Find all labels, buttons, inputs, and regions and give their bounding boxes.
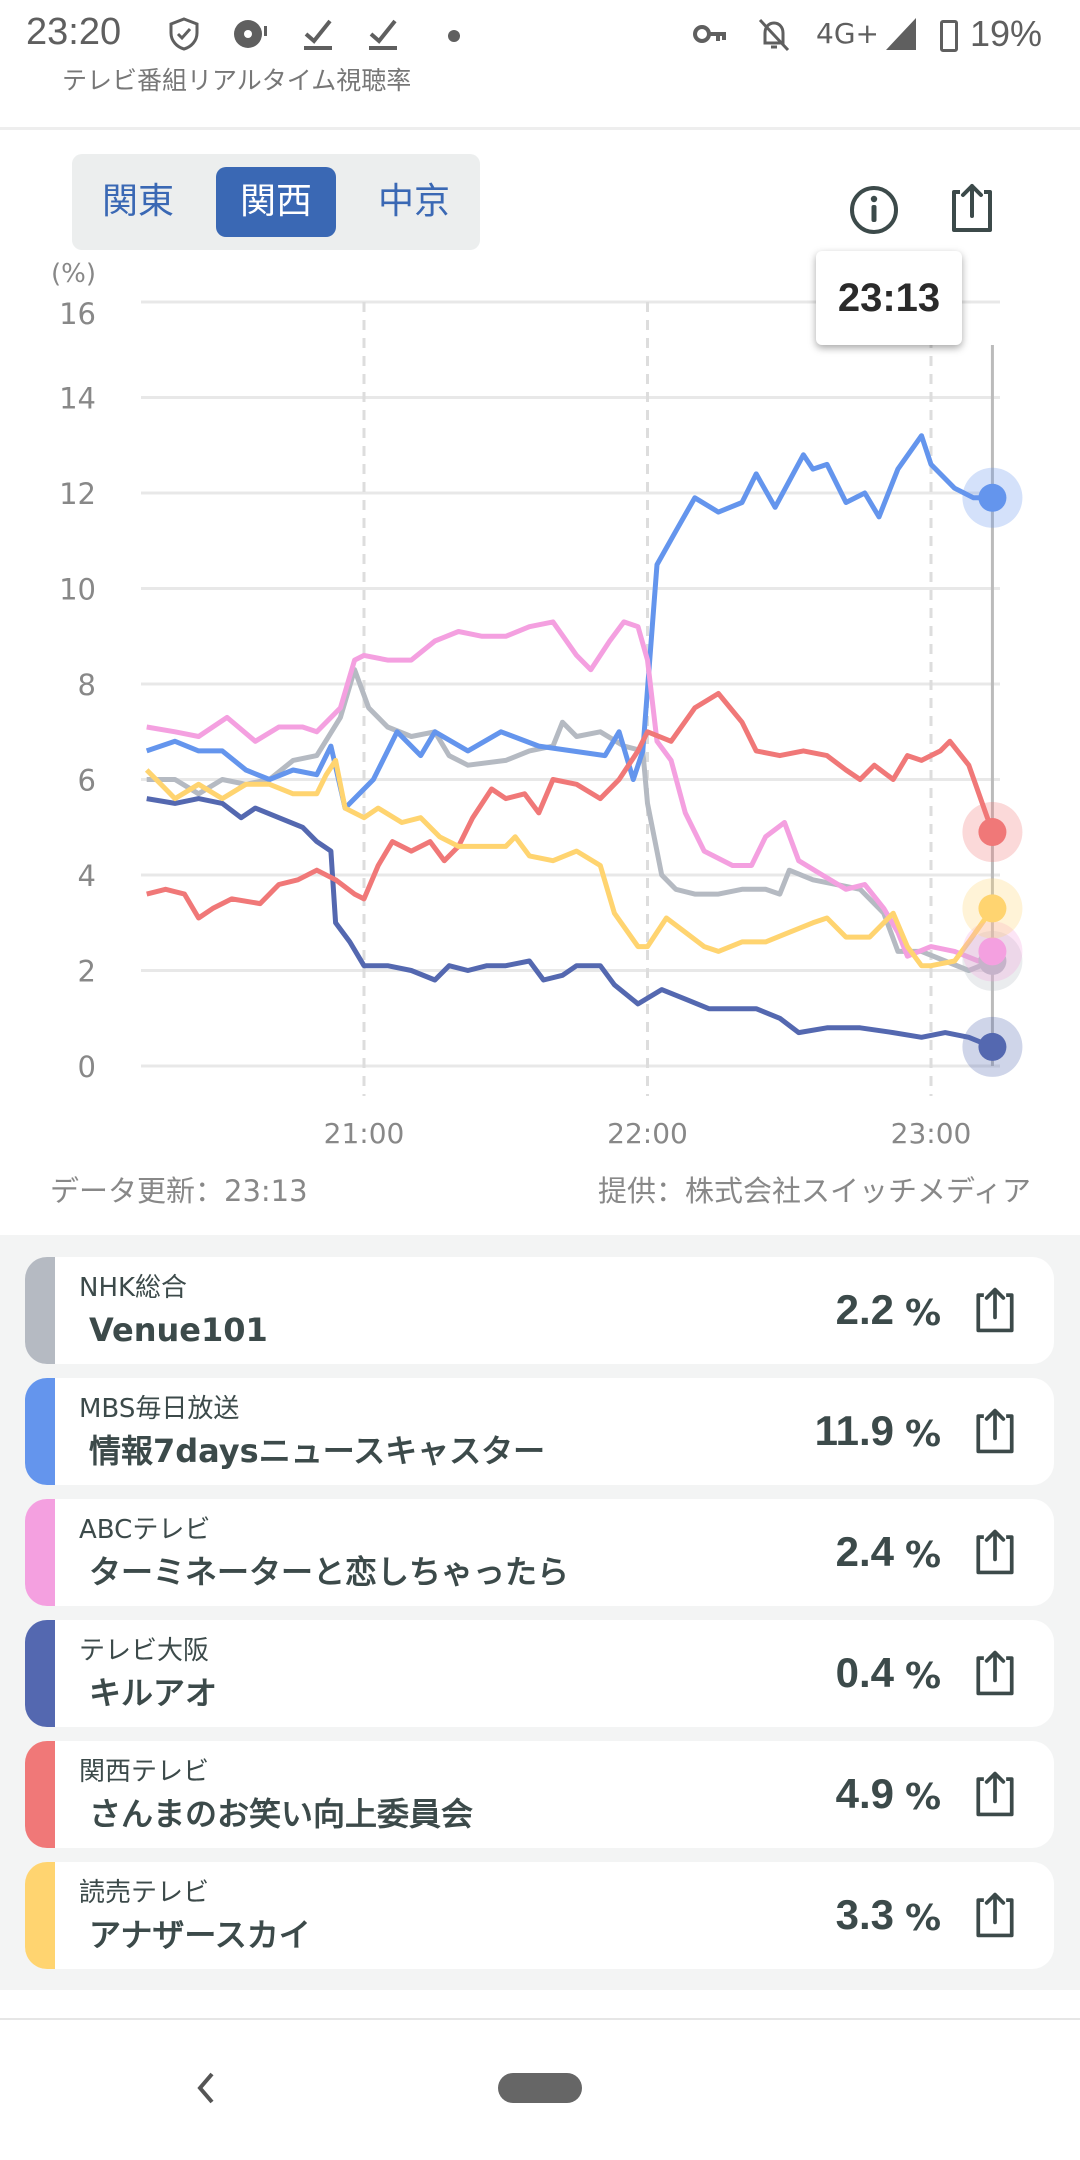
ratings-chart: 0 2 4 6 8 10 12 14 16 (%) 21:00 22:00 23:00 (51, 259, 1023, 1150)
network-type: 4G+ (816, 17, 879, 50)
y-tick-label: 4 (78, 859, 96, 893)
cursor-tooltip: 23:13 (816, 251, 962, 345)
series-line-nhk (146, 667, 994, 973)
data-updated: データ更新：23:13 (50, 1174, 308, 1208)
channel-color-bar (25, 1378, 55, 1485)
battery-icon (940, 20, 958, 52)
bell-off-icon (758, 18, 790, 52)
region-chukyo[interactable]: 中京 (377, 181, 450, 222)
home-button[interactable] (498, 2073, 582, 2103)
y-tick-label: 10 (59, 573, 96, 607)
channel-name: NHK総合 (79, 1273, 188, 1303)
y-tick-label: 6 (78, 764, 96, 798)
program-title: アナザースカイ (89, 1916, 311, 1954)
channel-card-abc[interactable]: ABCテレビ ターミネーターと恋しちゃったら 2.4 % (25, 1499, 1054, 1606)
y-tick-label: 2 (78, 955, 96, 989)
app-title: テレビ番組リアルタイム視聴率 (62, 66, 412, 95)
series-endpoint-tvo (978, 1032, 1007, 1061)
channel-name: テレビ大阪 (79, 1636, 210, 1666)
channel-color-bar (25, 1257, 55, 1364)
rating-value: 0.4 (835, 1649, 894, 1696)
rating-value: 2.4 (835, 1528, 894, 1575)
channel-name: MBS毎日放送 (79, 1394, 240, 1424)
channel-color-bar (25, 1741, 55, 1848)
x-tick-label: 21:00 (324, 1117, 405, 1150)
channel-card-ktv[interactable]: 関西テレビ さんまのお笑い向上委員会 4.9 % (25, 1741, 1054, 1848)
rating-unit: % (905, 1414, 942, 1455)
shield-icon (169, 17, 199, 51)
share-icon[interactable] (969, 1283, 1021, 1337)
series-endpoint-ytv (978, 894, 1007, 923)
share-icon[interactable] (969, 1404, 1021, 1458)
rating-value: 3.3 (835, 1891, 894, 1938)
data-provider: 提供：株式会社スイッチメディア (598, 1174, 1031, 1208)
channel-card-tvo[interactable]: テレビ大阪 キルアオ 0.4 % (25, 1620, 1054, 1727)
disc-icon (234, 20, 267, 48)
rating-unit: % (905, 1535, 942, 1576)
channel-color-bar (25, 1620, 55, 1727)
key-icon (693, 25, 726, 43)
series-endpoint-mbs (978, 483, 1007, 512)
battery-level: 19% (970, 13, 1043, 54)
x-tick-label: 22:00 (607, 1117, 688, 1150)
series-endpoint-abc (978, 937, 1007, 966)
y-axis-unit: (%) (51, 259, 96, 289)
back-icon[interactable] (192, 2070, 220, 2106)
download-done-icon (304, 19, 332, 50)
share-icon[interactable] (969, 1646, 1021, 1700)
program-title: 情報7daysニュースキャスター (89, 1432, 546, 1470)
rating-value: 4.9 (835, 1770, 894, 1817)
dot-icon (448, 30, 460, 42)
share-icon[interactable] (969, 1525, 1021, 1579)
signal-icon (886, 18, 916, 50)
y-tick-label: 0 (78, 1050, 96, 1084)
series-line-mbs (145, 433, 993, 811)
series-line-ktv (146, 691, 995, 921)
program-title: Venue101 (89, 1311, 268, 1349)
channel-name: ABCテレビ (79, 1515, 211, 1545)
y-tick-label: 14 (59, 382, 96, 416)
y-tick-label: 16 (59, 297, 96, 331)
rating-unit: % (905, 1293, 942, 1334)
series-line-tvo (146, 796, 994, 1050)
channel-name: 関西テレビ (79, 1757, 210, 1787)
header-divider (0, 127, 1080, 130)
rating-unit: % (905, 1656, 942, 1697)
rating-unit: % (905, 1777, 942, 1818)
share-icon[interactable] (969, 1767, 1021, 1821)
region-selector: 関東 関西 中京 (72, 154, 480, 250)
status-time: 23:20 (26, 11, 122, 53)
share-icon[interactable] (969, 1888, 1021, 1942)
channel-card-nhk[interactable]: NHK総合 Venue101 2.2 % (25, 1257, 1054, 1364)
series-line-ytv (144, 757, 995, 969)
series-line-abc (146, 619, 994, 964)
y-tick-label: 8 (78, 668, 96, 702)
y-tick-label: 12 (59, 477, 96, 511)
program-title: ターミネーターと恋しちゃったら (89, 1553, 570, 1591)
rating-unit: % (905, 1898, 942, 1939)
channel-name: 読売テレビ (79, 1878, 210, 1908)
x-tick-label: 23:00 (891, 1117, 972, 1150)
region-kanto[interactable]: 関東 (101, 181, 174, 222)
share-icon[interactable] (944, 180, 1000, 236)
program-title: さんまのお笑い向上委員会 (89, 1795, 474, 1833)
download-done-icon (369, 19, 397, 50)
rating-value: 11.9 (814, 1407, 894, 1454)
channel-color-bar (25, 1862, 55, 1969)
info-icon[interactable] (846, 182, 902, 238)
channel-card-mbs[interactable]: MBS毎日放送 情報7daysニュースキャスター 11.9 % (25, 1378, 1054, 1485)
status-bar: 23:20 4G+ 19% (0, 0, 1080, 62)
region-kansai[interactable]: 関西 (216, 167, 336, 237)
series-endpoint-ktv (978, 818, 1007, 847)
rating-value: 2.2 (835, 1286, 894, 1333)
program-title: キルアオ (89, 1674, 218, 1712)
channel-color-bar (25, 1499, 55, 1606)
channel-card-ytv[interactable]: 読売テレビ アナザースカイ 3.3 % (25, 1862, 1054, 1969)
nav-divider (0, 2018, 1080, 2020)
